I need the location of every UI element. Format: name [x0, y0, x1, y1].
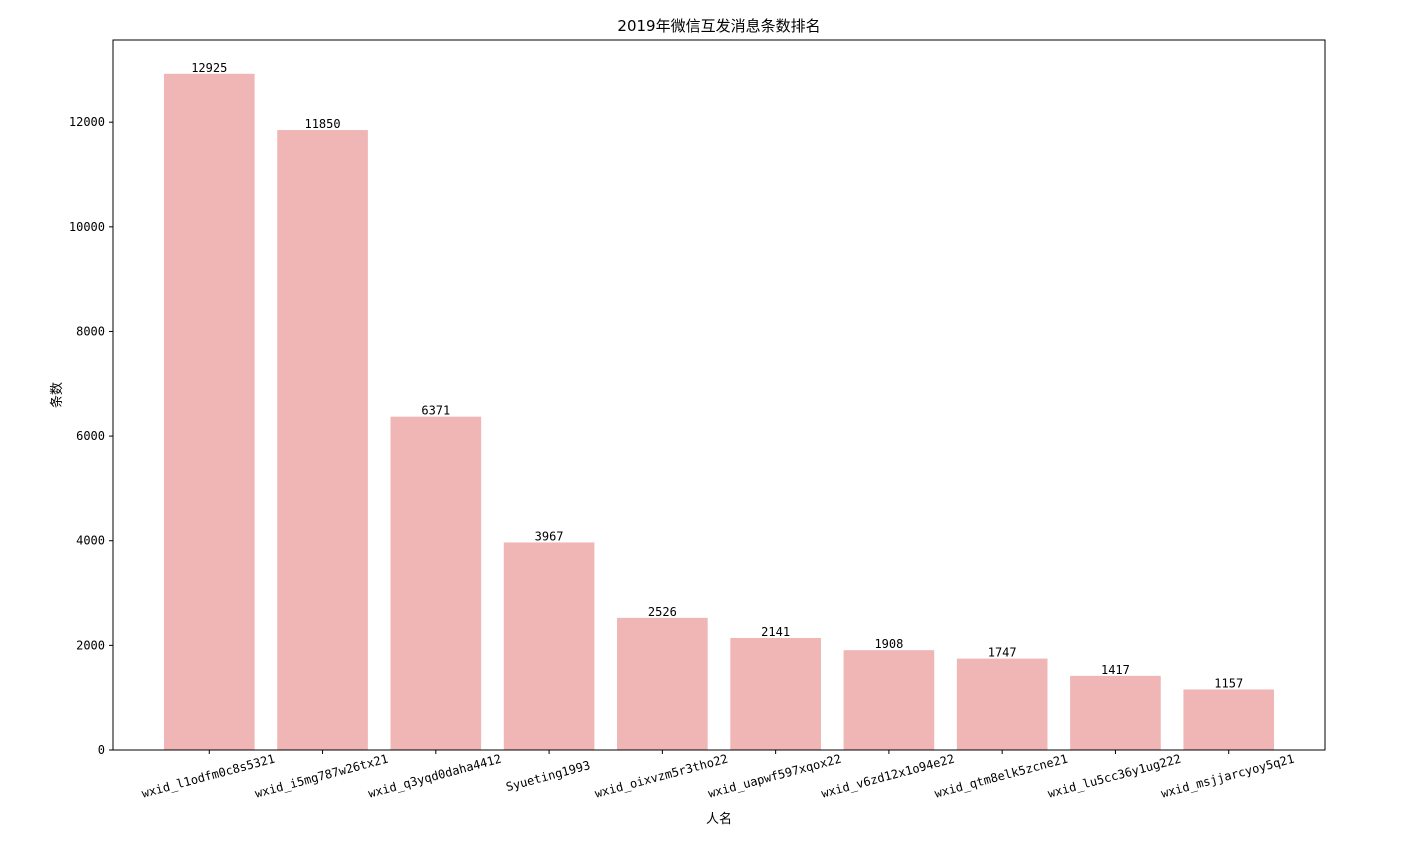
- bar: [730, 637, 821, 750]
- y-tick-label: 0: [98, 743, 105, 757]
- value-label: 1747: [988, 646, 1017, 660]
- bar: [503, 542, 595, 750]
- x-axis-label: 人名: [706, 811, 732, 827]
- y-tick-label: 12000: [69, 115, 105, 129]
- value-label: 1157: [1214, 676, 1243, 690]
- bar: [956, 658, 1048, 750]
- x-tick-label: Syueting1993: [504, 758, 591, 794]
- y-tick-label: 6000: [76, 429, 105, 443]
- y-tick-label: 10000: [69, 220, 105, 234]
- bar: [390, 416, 482, 750]
- y-tick-label: 2000: [76, 638, 105, 652]
- bar: [1070, 675, 1161, 750]
- bar: [163, 73, 255, 751]
- value-label: 3967: [535, 529, 564, 543]
- y-tick-label: 8000: [76, 324, 105, 338]
- bar: [1183, 689, 1275, 750]
- bar: [277, 130, 368, 750]
- y-axis-label: 条数: [49, 382, 65, 408]
- chart-title: 2019年微信互发消息条数排名: [617, 17, 820, 35]
- value-label: 2526: [648, 605, 677, 619]
- value-label: 6371: [421, 404, 450, 418]
- value-label: 1908: [874, 637, 903, 651]
- value-label: 12925: [191, 61, 227, 75]
- value-label: 1417: [1101, 663, 1130, 677]
- bar: [617, 617, 708, 750]
- plot-frame: [112, 39, 1326, 751]
- value-label: 11850: [304, 117, 340, 131]
- value-label: 2141: [761, 625, 790, 639]
- bar: [843, 650, 935, 750]
- y-tick-label: 4000: [76, 534, 105, 548]
